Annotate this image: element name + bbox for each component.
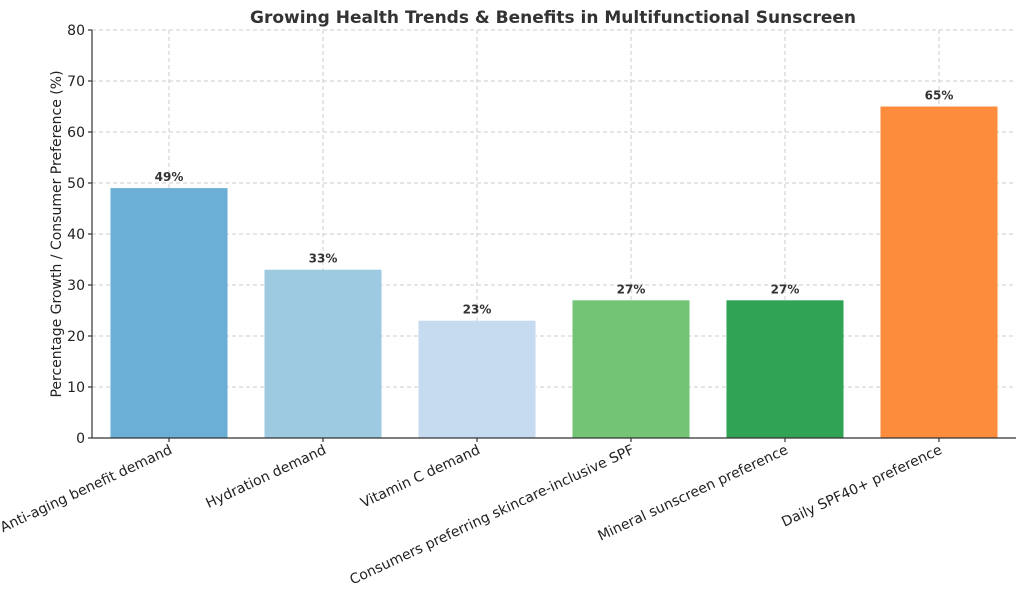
bar [726, 300, 844, 438]
data-label: 27% [617, 282, 646, 296]
y-tick-label: 10 [67, 380, 85, 396]
y-tick-labels: 0 10 20 30 40 50 60 70 80 [67, 23, 85, 447]
y-tick-label: 60 [67, 125, 85, 141]
y-tick-label: 40 [67, 227, 85, 243]
data-label: 65% [925, 89, 954, 103]
x-tick-labels: Anti-aging benefit demand Hydration deman… [0, 442, 945, 588]
data-label: 27% [771, 282, 800, 296]
y-tick-label: 50 [67, 176, 85, 192]
x-tick-label: Anti-aging benefit demand [0, 442, 175, 536]
data-label: 49% [155, 170, 184, 184]
y-tick-label: 30 [67, 278, 85, 294]
x-tick-label: Hydration demand [203, 442, 328, 512]
axes [88, 29, 1016, 442]
y-tick-label: 20 [67, 329, 85, 345]
x-tick-label: Daily SPF40+ preference [779, 442, 944, 530]
grid-lines [92, 29, 1016, 439]
data-label: 33% [309, 252, 338, 266]
y-tick-label: 80 [67, 23, 85, 39]
y-axis-label: Percentage Growth / Consumer Preference … [49, 70, 65, 397]
chart-title: Growing Health Trends & Benefits in Mult… [250, 8, 856, 28]
x-tick-label: Vitamin C demand [358, 442, 482, 511]
data-labels: 49% 33% 23% 27% 27% 65% [155, 89, 954, 317]
bar [572, 300, 690, 438]
bar [110, 188, 228, 438]
bar [264, 269, 382, 438]
data-label: 23% [463, 303, 492, 317]
y-tick-label: 0 [76, 431, 85, 447]
y-tick-label: 70 [67, 74, 85, 90]
bar [880, 106, 998, 438]
bars [110, 106, 998, 438]
x-tick-label: Consumers preferring skincare-inclusive … [347, 442, 636, 588]
bar [418, 320, 536, 438]
